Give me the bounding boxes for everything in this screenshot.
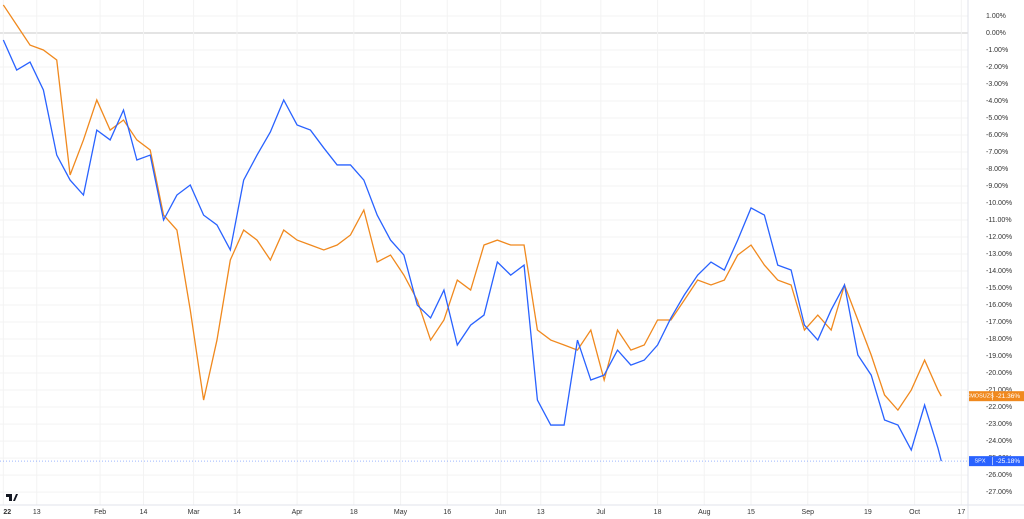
y-tick-label: -2.00% [986,64,1008,71]
y-tick-label: -1.00% [986,47,1008,54]
x-tick-label: Apr [292,509,304,516]
y-tick-label: -13.00% [986,251,1012,258]
y-tick-label: -19.00% [986,353,1012,360]
x-tick-label: 14 [140,509,148,516]
x-tick-label: 17 [957,509,965,516]
y-tick-label: -5.00% [986,115,1008,122]
y-tick-label: -23.00% [986,421,1012,428]
x-tick-label: Mar [188,509,201,516]
x-tick-label: May [394,509,408,516]
y-tick-label: -6.00% [986,132,1008,139]
series-line [2,4,942,412]
y-tick-label: -17.00% [986,319,1012,326]
x-tick-label: Oct [909,509,920,516]
y-tick-label: -11.00% [986,217,1012,224]
y-tick-label: -21.00% [986,387,1012,394]
price-label-sep [992,457,993,466]
x-tick-label: Jul [596,509,605,516]
y-tick-label: -15.00% [986,285,1012,292]
y-tick-label: 1.00% [986,13,1006,20]
x-tick-label: Feb [94,509,106,516]
y-tick-label: -7.00% [986,149,1008,156]
x-tick-label: 18 [654,509,662,516]
y-tick-label: -12.00% [986,234,1012,241]
tv-logo [6,494,18,501]
x-tick-label: 14 [233,509,241,516]
x-tick-label: Aug [698,509,711,516]
price-label-value: -21.36% [996,393,1020,400]
y-tick-label: -3.00% [986,81,1008,88]
price-label-value: -25.18% [996,458,1020,465]
x-tick-label: 22 [3,509,11,516]
y-tick-label: -24.00% [986,438,1012,445]
price-label-name: SPX [974,459,985,465]
price-label-name: CMOSUZS [966,394,994,400]
x-tick-label: 16 [443,509,451,516]
x-tick-label: 13 [537,509,545,516]
x-tick-label: 13 [33,509,41,516]
x-tick-label: 19 [864,509,872,516]
y-tick-label: -4.00% [986,98,1008,105]
x-tick-label: 15 [747,509,755,516]
price-label-sep [992,392,993,401]
y-tick-label: -10.00% [986,200,1012,207]
y-tick-label: -8.00% [986,166,1008,173]
y-tick-label: -22.00% [986,404,1012,411]
y-tick-label: -16.00% [986,302,1012,309]
price-label-bg [969,391,1024,402]
y-tick-label: -9.00% [986,183,1008,190]
price-label-bg [969,456,1024,467]
x-tick-label: Sep [802,509,815,516]
y-tick-label: 0.00% [986,30,1006,37]
y-tick-label: -14.00% [986,268,1012,275]
x-tick-label: 18 [350,509,358,516]
y-tick-label: -20.00% [986,370,1012,377]
x-tick-label: Jun [495,509,506,516]
grid [0,0,968,505]
y-tick-label: -18.00% [986,336,1012,343]
y-tick-label: -26.00% [986,472,1012,479]
series-line [2,39,942,462]
y-tick-label: -27.00% [986,489,1012,496]
